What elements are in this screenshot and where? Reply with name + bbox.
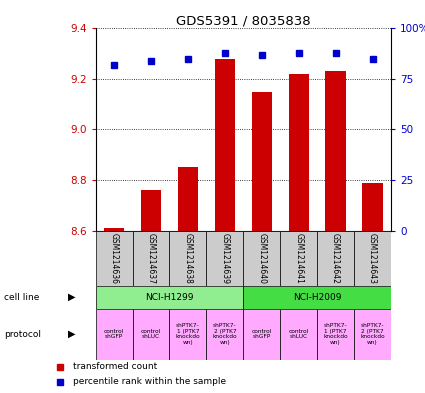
Text: shPTK7-
1 (PTK7
knockdo
wn): shPTK7- 1 (PTK7 knockdo wn) xyxy=(176,323,200,345)
Bar xyxy=(317,309,354,360)
Bar xyxy=(243,286,391,309)
Bar xyxy=(252,92,272,231)
Text: ▶: ▶ xyxy=(68,292,76,302)
Bar xyxy=(96,231,133,286)
Bar xyxy=(363,183,382,231)
Text: GSM1214638: GSM1214638 xyxy=(184,233,193,284)
Bar xyxy=(133,231,170,286)
Bar xyxy=(354,309,391,360)
Text: shPTK7-
2 (PTK7
knockdo
wn): shPTK7- 2 (PTK7 knockdo wn) xyxy=(212,323,237,345)
Bar xyxy=(280,309,317,360)
Text: transformed count: transformed count xyxy=(74,362,158,371)
Bar xyxy=(354,231,391,286)
Bar xyxy=(96,309,133,360)
Text: shPTK7-
1 (PTK7
knockdo
wn): shPTK7- 1 (PTK7 knockdo wn) xyxy=(323,323,348,345)
Bar xyxy=(141,190,161,231)
Bar xyxy=(317,231,354,286)
Bar xyxy=(280,231,317,286)
Bar xyxy=(170,231,207,286)
Bar xyxy=(170,309,207,360)
Text: NCI-H2009: NCI-H2009 xyxy=(293,293,341,301)
Bar xyxy=(243,309,280,360)
Bar xyxy=(243,231,280,286)
Text: GSM1214641: GSM1214641 xyxy=(294,233,303,284)
Text: GSM1214640: GSM1214640 xyxy=(257,233,266,284)
Text: GSM1214643: GSM1214643 xyxy=(368,233,377,284)
Text: control
shGFP: control shGFP xyxy=(252,329,272,339)
Bar xyxy=(207,309,243,360)
Text: protocol: protocol xyxy=(4,330,41,338)
Title: GDS5391 / 8035838: GDS5391 / 8035838 xyxy=(176,14,311,27)
Bar xyxy=(215,59,235,231)
Bar xyxy=(289,74,309,231)
Bar xyxy=(104,228,124,231)
Bar xyxy=(133,309,170,360)
Text: cell line: cell line xyxy=(4,293,40,301)
Text: control
shLUC: control shLUC xyxy=(289,329,309,339)
Text: control
shLUC: control shLUC xyxy=(141,329,161,339)
Text: GSM1214636: GSM1214636 xyxy=(110,233,119,284)
Bar xyxy=(326,71,346,231)
Text: GSM1214639: GSM1214639 xyxy=(220,233,230,284)
Text: shPTK7-
2 (PTK7
knockdo
wn): shPTK7- 2 (PTK7 knockdo wn) xyxy=(360,323,385,345)
Bar xyxy=(178,167,198,231)
Text: percentile rank within the sample: percentile rank within the sample xyxy=(74,377,227,386)
Text: ▶: ▶ xyxy=(68,329,76,339)
Text: GSM1214637: GSM1214637 xyxy=(147,233,156,284)
Text: NCI-H1299: NCI-H1299 xyxy=(145,293,194,301)
Text: control
shGFP: control shGFP xyxy=(104,329,124,339)
Bar xyxy=(207,231,243,286)
Text: GSM1214642: GSM1214642 xyxy=(331,233,340,284)
Bar xyxy=(96,286,243,309)
